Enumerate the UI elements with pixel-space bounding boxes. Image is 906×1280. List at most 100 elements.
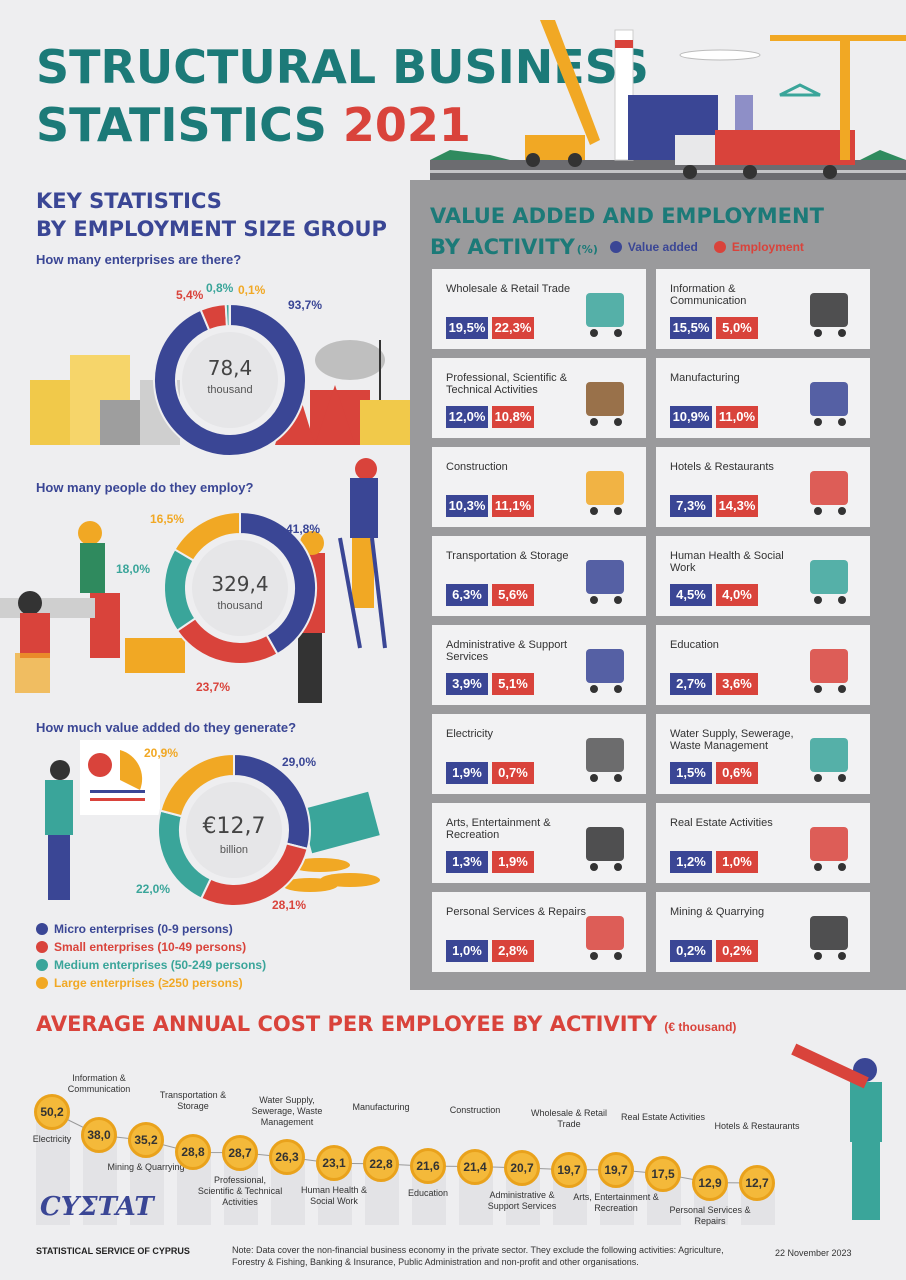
value-added-badge: 19,5% xyxy=(446,317,488,339)
value-added-value: €12,7 xyxy=(202,814,266,839)
legend-micro-label: Micro enterprises (0-9 persons) xyxy=(54,922,233,936)
value-added-badge: 2,7% xyxy=(670,673,712,695)
cost-label: Professional, Scientific & Technical Act… xyxy=(197,1174,283,1207)
value-added-badge: 1,3% xyxy=(446,851,488,873)
enterprises-micro-pct: 93,7% xyxy=(288,298,323,312)
micro-slice xyxy=(153,302,307,457)
activity-heading: VALUE ADDED AND EMPLOYMENT BY ACTIVITY (… xyxy=(430,202,824,264)
activity-name: Administrative & Support Services xyxy=(446,639,568,663)
activity-card: Electricity 1,9% 0,7% xyxy=(432,714,646,794)
cost-label: Arts, Entertainment & Recreation xyxy=(573,1191,659,1213)
employment-question: How many people do they employ? xyxy=(36,480,254,495)
value-added-badge: 1,2% xyxy=(670,851,712,873)
enterprises-unit: thousand xyxy=(207,384,253,396)
cart-icon xyxy=(586,293,624,337)
cost-coin: 23,1 xyxy=(316,1145,352,1182)
cost-coin: 28,7 xyxy=(222,1134,258,1171)
enterprises-small-pct: 5,4% xyxy=(176,288,204,302)
cost-label: Electricity xyxy=(32,1134,72,1144)
cost-label: Manufacturing xyxy=(352,1101,410,1112)
cost-label: Personal Services & Repairs xyxy=(669,1204,751,1226)
stethoscope-icon xyxy=(810,560,848,604)
employment-badge: 5,6% xyxy=(492,584,534,606)
employment-badge: 2,8% xyxy=(492,940,534,962)
size-group-legend: Micro enterprises (0-9 persons) Small en… xyxy=(36,920,266,992)
cost-coin: 19,7 xyxy=(551,1151,587,1188)
cost-label: Transportation & Storage xyxy=(159,1090,227,1112)
activity-card: Mining & Quarrying 0,2% 0,2% xyxy=(656,892,870,972)
value-added-small-pct: 28,1% xyxy=(272,898,307,912)
cost-coin: 26,3 xyxy=(269,1139,305,1176)
value-added-badge: 1,0% xyxy=(446,940,488,962)
title-year: 2021 xyxy=(342,98,471,152)
employment-badge: 22,3% xyxy=(492,317,534,339)
activity-name: Hotels & Restaurants xyxy=(670,461,774,473)
employment-badge: 3,6% xyxy=(716,673,758,695)
large-slice xyxy=(159,752,235,818)
enterprises-large-pct: 0,1% xyxy=(238,283,266,297)
legend-medium-swatch xyxy=(36,959,48,971)
cost-label: Education xyxy=(407,1188,449,1199)
value-added-badge: 1,5% xyxy=(670,762,712,784)
building-icon xyxy=(810,827,848,871)
legend-emp-swatch xyxy=(713,241,726,253)
hotel-icon xyxy=(810,471,848,515)
legend-large: Large enterprises (≥250 persons) xyxy=(36,974,266,992)
cost-label: Real Estate Activities xyxy=(620,1111,706,1122)
cost-coin: 12,7 xyxy=(739,1164,775,1201)
employment-badge: 0,2% xyxy=(716,940,758,962)
legend-small-label: Small enterprises (10-49 persons) xyxy=(54,940,247,954)
cost-section: AVERAGE ANNUAL COST PER EMPLOYEE BY ACTI… xyxy=(0,990,906,1280)
cost-coin: 20,7 xyxy=(504,1149,540,1186)
activity-name: Information & Communication xyxy=(670,283,747,307)
donut-center xyxy=(192,540,288,636)
enterprises-donut xyxy=(153,302,307,457)
satellite-dish-icon xyxy=(810,293,848,337)
enterprises-value: 78,4 xyxy=(207,356,253,380)
employment-badge: 11,0% xyxy=(716,406,758,428)
employment-medium-pct: 18,0% xyxy=(116,562,151,576)
value-added-badge: 7,3% xyxy=(670,495,712,517)
activity-name: Mining & Quarrying xyxy=(670,906,765,918)
cost-coin: 21,6 xyxy=(410,1148,446,1185)
employment-badge: 4,0% xyxy=(716,584,758,606)
cost-label: Administrative & Support Services xyxy=(487,1189,557,1211)
headset-icon xyxy=(586,649,624,693)
activity-name: Construction xyxy=(446,461,508,473)
employment-badge: 1,9% xyxy=(492,851,534,873)
employment-large-pct: 16,5% xyxy=(150,512,185,526)
footer-date: 22 November 2023 xyxy=(775,1248,852,1258)
activity-card: Real Estate Activities 1,2% 1,0% xyxy=(656,803,870,883)
activity-heading-line2: BY ACTIVITY xyxy=(430,235,575,259)
legend-large-label: Large enterprises (≥250 persons) xyxy=(54,976,243,990)
garbage-truck-icon xyxy=(810,738,848,782)
legend-va-swatch xyxy=(609,241,622,253)
key-stats-heading: KEY STATISTICS BY EMPLOYMENT SIZE GROUP xyxy=(36,187,387,243)
activity-card: Information & Communication 15,5% 5,0% xyxy=(656,269,870,349)
cost-trend-line xyxy=(51,1111,758,1184)
employment-micro-pct: 41,8% xyxy=(286,522,321,536)
value-added-question: How much value added do they generate? xyxy=(36,720,297,735)
tools-icon xyxy=(586,916,624,960)
cost-label: Hotels & Restaurants xyxy=(714,1120,800,1131)
activity-name: Human Health & Social Work xyxy=(670,550,784,574)
activity-card: Transportation & Storage 6,3% 5,6% xyxy=(432,536,646,616)
employment-value: 329,4 xyxy=(211,572,269,596)
legend-small-swatch xyxy=(36,941,48,953)
activity-name: Transportation & Storage xyxy=(446,550,569,562)
activity-card: Construction 10,3% 11,1% xyxy=(432,447,646,527)
activity-card: Manufacturing 10,9% 11,0% xyxy=(656,358,870,438)
employment-small-pct: 23,7% xyxy=(196,680,231,694)
activity-name: Education xyxy=(670,639,719,651)
value-added-badge: 3,9% xyxy=(446,673,488,695)
key-stats-heading-line1: KEY STATISTICS xyxy=(36,189,222,213)
activity-card: Administrative & Support Services 3,9% 5… xyxy=(432,625,646,705)
value-added-badge: 10,3% xyxy=(446,495,488,517)
cost-heading: AVERAGE ANNUAL COST PER EMPLOYEE BY ACTI… xyxy=(36,1012,736,1036)
crane-icon xyxy=(586,471,624,515)
activity-name: Arts, Entertainment & Recreation xyxy=(446,817,551,841)
activity-name: Wholesale & Retail Trade xyxy=(446,283,571,295)
legend-small: Small enterprises (10-49 persons) xyxy=(36,938,266,956)
activity-name: Manufacturing xyxy=(670,372,740,384)
value-added-micro-pct: 29,0% xyxy=(282,755,317,769)
